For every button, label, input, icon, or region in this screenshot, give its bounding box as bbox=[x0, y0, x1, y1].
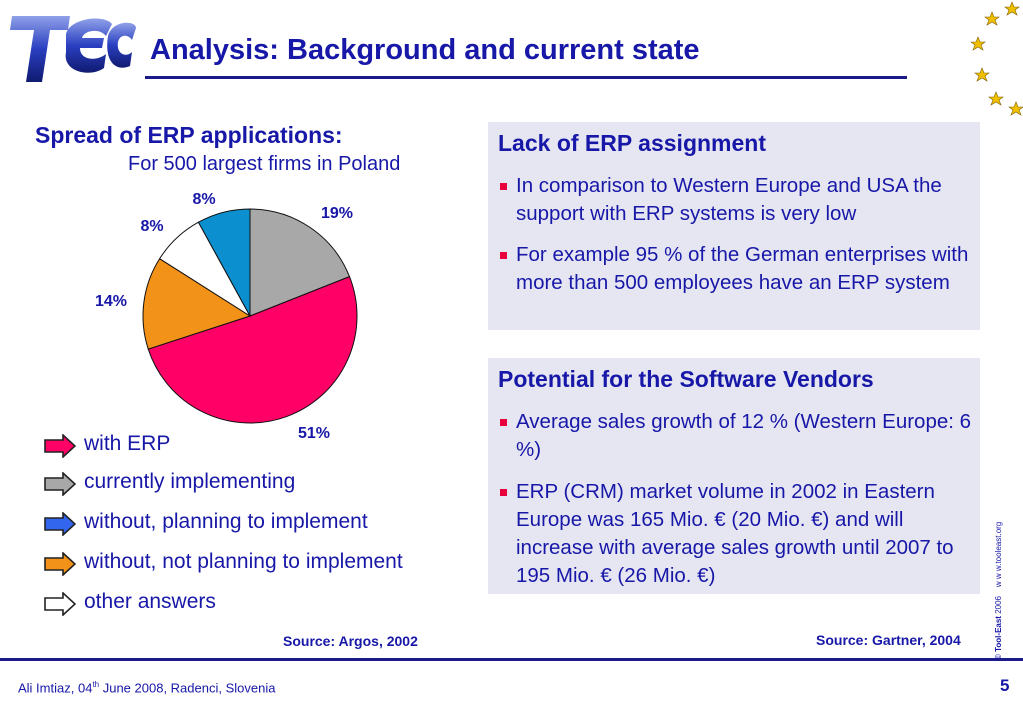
star-icon bbox=[1004, 1, 1020, 16]
slide-title: Analysis: Background and current state bbox=[150, 34, 700, 66]
bullet-text: Average sales growth of 12 % (Western Eu… bbox=[516, 410, 972, 461]
footer-text: Ali Imtiaz, 04th June 2008, Radenci, Slo… bbox=[18, 680, 276, 696]
page-number: 5 bbox=[1000, 676, 1010, 695]
copyright-note: © Tool-East 2006 w w w.tooleast.org bbox=[994, 521, 1003, 660]
chart-title: Spread of ERP applications: bbox=[35, 122, 343, 148]
bullet-icon bbox=[500, 489, 507, 496]
legend-label: currently implementing bbox=[84, 470, 296, 493]
arrow-right-icon bbox=[44, 552, 76, 576]
lack-of-erp-box: Lack of ERP assignment In comparison to … bbox=[488, 122, 980, 330]
arrow-right-icon bbox=[44, 592, 76, 616]
pie-slice-label: 8% bbox=[140, 218, 163, 235]
pie-slice bbox=[249, 208, 351, 317]
bullet-text: In comparison to Western Europe and USA … bbox=[516, 174, 942, 225]
bullet-icon bbox=[500, 419, 507, 426]
bullet-text: ERP (CRM) market volume in 2002 in Easte… bbox=[516, 480, 954, 587]
box-title: Lack of ERP assignment bbox=[498, 130, 766, 156]
eu-stars-decoration bbox=[970, 1, 1023, 116]
bullet-text: For example 95 % of the German enterpris… bbox=[516, 243, 969, 294]
pie-slice-label: 51% bbox=[298, 425, 330, 442]
star-icon bbox=[1008, 101, 1023, 116]
pie-slice bbox=[197, 208, 251, 317]
box-title: Potential for the Software Vendors bbox=[498, 366, 874, 392]
bullet-icon bbox=[500, 183, 507, 190]
bullet-icon bbox=[500, 252, 507, 259]
footer-rule bbox=[0, 658, 1023, 661]
star-icon bbox=[970, 36, 986, 51]
pie-slice bbox=[142, 257, 252, 350]
title-underline bbox=[145, 76, 907, 79]
arrow-right-icon bbox=[44, 434, 76, 458]
legend-label: without, planning to implement bbox=[84, 510, 368, 533]
arrow-right-icon bbox=[44, 512, 76, 536]
box-source: Source: Gartner, 2004 bbox=[816, 632, 961, 648]
software-vendors-box: Potential for the Software Vendors Avera… bbox=[488, 358, 980, 594]
chart-subtitle: For 500 largest firms in Poland bbox=[128, 153, 401, 175]
pie-slice bbox=[147, 275, 358, 424]
pie-slice-label: 14% bbox=[95, 293, 127, 310]
star-icon bbox=[974, 67, 990, 82]
star-icon bbox=[988, 91, 1004, 106]
pie-slice-label: 19% bbox=[321, 205, 353, 222]
tec-logo bbox=[10, 16, 136, 82]
star-icon bbox=[984, 11, 1000, 26]
legend-label: other answers bbox=[84, 590, 216, 613]
legend-label: without, not planning to implement bbox=[84, 550, 403, 573]
pie-chart: 19% 51% 14% 8% 8% bbox=[95, 191, 358, 442]
arrow-right-icon bbox=[44, 472, 76, 496]
pie-slice-label: 8% bbox=[192, 191, 215, 208]
chart-source: Source: Argos, 2002 bbox=[283, 633, 418, 649]
legend-label: with ERP bbox=[84, 432, 171, 455]
